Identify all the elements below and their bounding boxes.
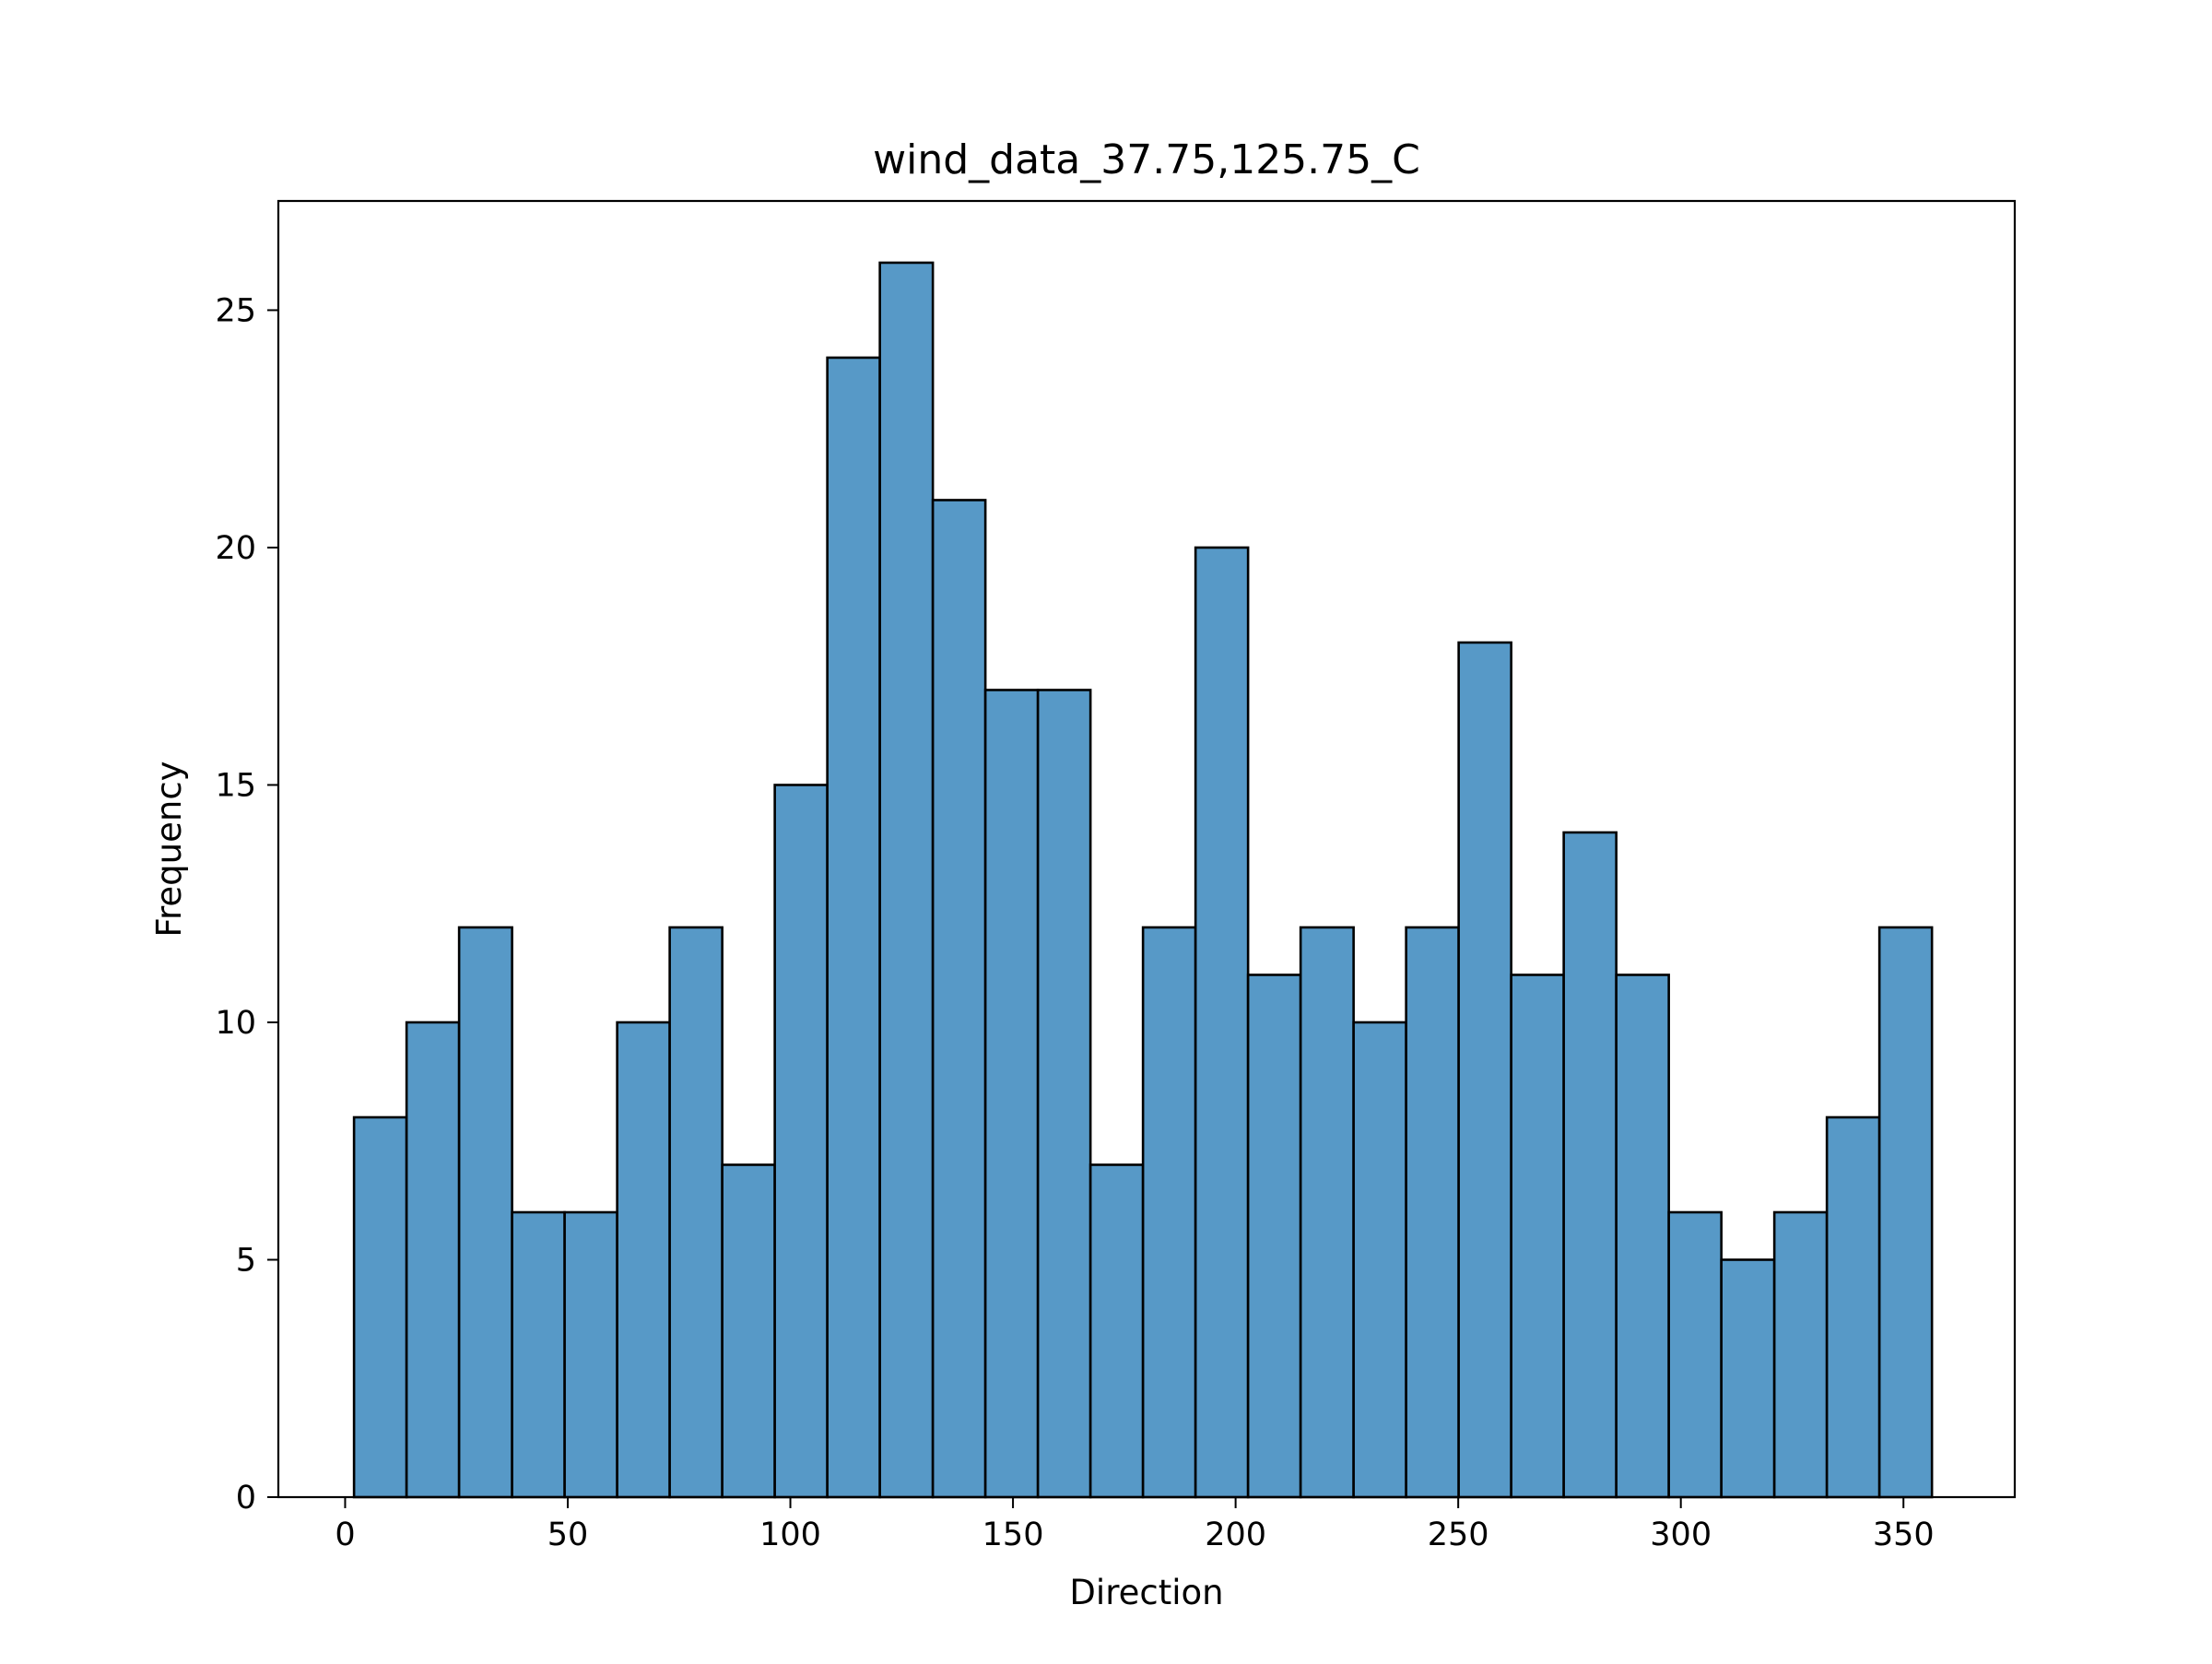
- x-tick-label: 200: [1205, 1516, 1266, 1553]
- histogram-bar: [1299, 926, 1355, 1499]
- histogram-bar: [1720, 1258, 1776, 1499]
- y-tick-label: 10: [215, 1005, 256, 1042]
- histogram-bar: [1825, 1115, 1881, 1499]
- histogram-bar: [1457, 641, 1512, 1499]
- histogram-bar: [405, 1021, 461, 1499]
- chart-title: wind_data_37.75,125.75_C: [873, 136, 1420, 183]
- y-axis-label: Frequency: [149, 761, 189, 937]
- histogram-bar: [511, 1210, 566, 1499]
- x-tick-label: 50: [547, 1516, 589, 1553]
- histogram-bar: [1088, 1163, 1145, 1499]
- y-tick-label: 5: [236, 1242, 256, 1279]
- x-tick-label: 150: [982, 1516, 1044, 1553]
- histogram-bar: [1877, 926, 1934, 1499]
- x-tick-label: 250: [1428, 1516, 1489, 1553]
- y-tick-label: 0: [236, 1480, 256, 1516]
- histogram-bar: [1141, 926, 1197, 1499]
- y-tick-label: 20: [215, 530, 256, 567]
- histogram-bars: [352, 261, 1934, 1499]
- histogram-bar: [616, 1021, 671, 1499]
- x-tick-label: 350: [1873, 1516, 1935, 1553]
- histogram-bar: [1615, 974, 1670, 1499]
- y-tick-label: 25: [215, 292, 256, 329]
- x-axis-ticks: 0 50 100 150 200 250 300 350: [335, 1497, 1935, 1553]
- histogram-bar: [1772, 1210, 1829, 1499]
- y-axis-ticks: 0 5 10 15 20 25: [215, 292, 278, 1516]
- histogram-bar: [352, 1115, 408, 1499]
- histogram-bar: [773, 784, 829, 1499]
- histogram-bar: [1352, 1021, 1407, 1499]
- histogram-bar: [563, 1210, 618, 1499]
- histogram-bar: [721, 1163, 776, 1499]
- x-tick-label: 0: [335, 1516, 355, 1553]
- histogram-bar: [1194, 546, 1250, 1499]
- x-tick-label: 100: [759, 1516, 821, 1553]
- histogram-bar: [668, 926, 724, 1499]
- histogram-bar: [878, 261, 935, 1499]
- histogram-bar: [1510, 974, 1565, 1499]
- histogram-bar: [457, 926, 513, 1499]
- histogram-bar: [826, 356, 881, 1499]
- y-tick-label: 15: [215, 767, 256, 804]
- histogram-bar: [1667, 1210, 1723, 1499]
- x-tick-label: 300: [1650, 1516, 1712, 1553]
- histogram-bar: [1562, 831, 1618, 1499]
- histogram-bar: [1246, 974, 1302, 1499]
- histogram-bar: [1036, 689, 1092, 1499]
- histogram-bar: [931, 499, 987, 1499]
- histogram-bar: [983, 689, 1040, 1499]
- x-axis-label: Direction: [1069, 1573, 1223, 1612]
- plot-area-frame: [276, 199, 2017, 1499]
- histogram-bar: [1405, 926, 1460, 1499]
